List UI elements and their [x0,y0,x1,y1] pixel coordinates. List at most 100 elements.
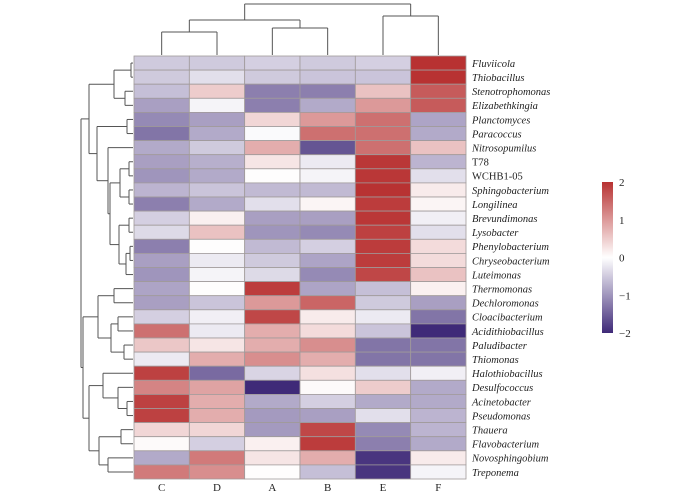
heatmap-cell [354,69,412,85]
row-dendrogram [80,62,133,473]
heatmap-cell [299,436,356,452]
heatmap-cell [244,422,301,438]
heatmap-cell [299,182,356,198]
row-label: Novosphingobium [471,454,549,465]
heatmap-cell [410,238,467,254]
heatmap-cell [133,210,190,226]
heatmap-cell [188,224,246,240]
heatmap-cell [354,154,412,170]
heatmap-cell [354,196,412,212]
heatmap-cell [188,196,246,212]
column-label: A [268,482,276,494]
heatmap-cell [299,238,356,254]
heatmap-cell [354,112,412,127]
heatmap-cell [188,210,246,226]
heatmap-cell [188,182,246,198]
heatmap-cell [133,281,190,297]
column-label: D [213,482,221,494]
heatmap-cell [188,238,246,254]
column-label: B [324,482,331,494]
row-label: WCHB1-05 [472,172,523,183]
heatmap-cell [188,126,246,142]
heatmap-cell [410,323,467,339]
heatmap-cell [133,140,190,156]
heatmap-cell [299,69,356,85]
heatmap-cell [188,422,246,438]
heatmap-cell [244,83,301,99]
row-label: Longilinea [471,200,518,211]
heatmap-cell [410,309,467,325]
heatmap-cell [354,351,412,367]
heatmap-cell [299,323,356,339]
heatmap-cell [299,281,356,297]
heatmap-cell [354,267,412,283]
row-label: Flavobacterium [471,440,539,451]
heatmap-cell [133,393,190,409]
heatmap-cell [244,351,301,367]
heatmap-cell [244,337,301,353]
heatmap-cell [299,224,356,240]
heatmap-cell [299,126,356,142]
row-label: Chryseobacterium [472,256,550,267]
heatmap-cell [410,295,467,311]
heatmap-cell [133,97,190,113]
heatmap-cell [410,210,467,226]
heatmap-cell [188,140,246,156]
heatmap-cell [188,464,246,480]
row-label: Acidithiobacillus [471,327,544,338]
heatmap-cell [410,351,467,367]
column-label: F [435,482,441,494]
heatmap-cell [354,393,412,409]
heatmap-cell [410,154,467,170]
row-label: Nitrosopumilus [471,143,536,154]
heatmap-cell [410,464,467,480]
heatmap-cell [410,97,467,113]
row-label: T78 [472,158,489,169]
heatmap-cell [354,97,412,113]
heatmap-cell [244,210,301,226]
row-label: Fluviicola [471,59,515,70]
heatmap-cell [410,69,467,85]
row-label: Brevundimonas [472,214,538,225]
row-label: Halothiobacillus [471,369,543,380]
heatmap-cell [244,309,301,325]
heatmap-cell [410,126,467,142]
heatmap-cell [299,464,356,480]
column-label: C [158,482,165,494]
heatmap-cell [244,126,301,142]
heatmap-cell [299,309,356,325]
heatmap-cell [354,182,412,198]
heatmap-cell [244,55,301,71]
row-label: Cloacibacterium [472,313,543,324]
heatmap-cell [410,436,467,452]
heatmap-cell [188,252,246,268]
row-label: Thiomonas [472,355,519,366]
heatmap-cell [188,408,246,424]
heatmap-cell [354,309,412,325]
heatmap-cell [410,379,467,395]
heatmap-cell [354,252,412,268]
row-label: Desulfococcus [471,383,533,394]
heatmap-cell [188,323,246,339]
heatmap-cell [354,140,412,156]
heatmap-cell [354,422,412,438]
heatmap-cell [133,450,190,466]
heatmap-cell [354,450,412,466]
row-label: Lysobacter [471,228,519,239]
heatmap-cell [188,154,246,170]
heatmap-cell [299,196,356,212]
heatmap-cell [299,154,356,170]
heatmap-cell [299,351,356,367]
heatmap-cell [244,450,301,466]
heatmap-cell [299,408,356,424]
column-dendrogram [161,3,439,55]
heatmap-cell [410,83,467,99]
heatmap-cell [354,168,412,184]
heatmap-cell [133,309,190,325]
colorbar-tick-label: 1 [619,215,625,227]
row-label: Planctomyces [471,115,530,126]
heatmap-cell [410,168,467,184]
heatmap-cell [133,365,190,381]
heatmap-cell [410,182,467,198]
heatmap-cell [244,464,301,480]
